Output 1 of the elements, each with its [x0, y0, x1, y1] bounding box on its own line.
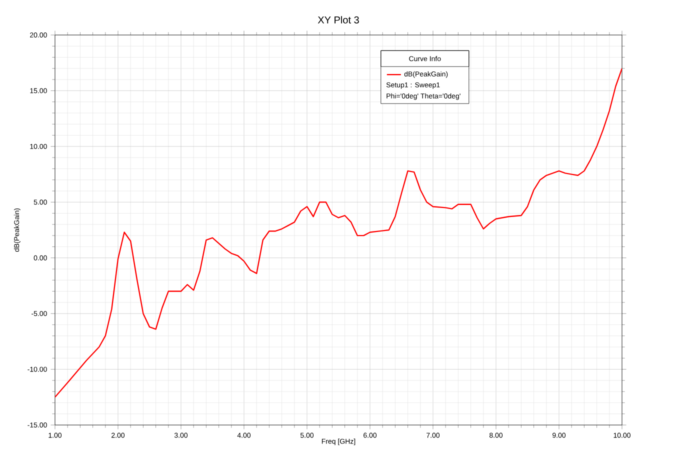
chart-title: XY Plot 3	[318, 16, 359, 24]
